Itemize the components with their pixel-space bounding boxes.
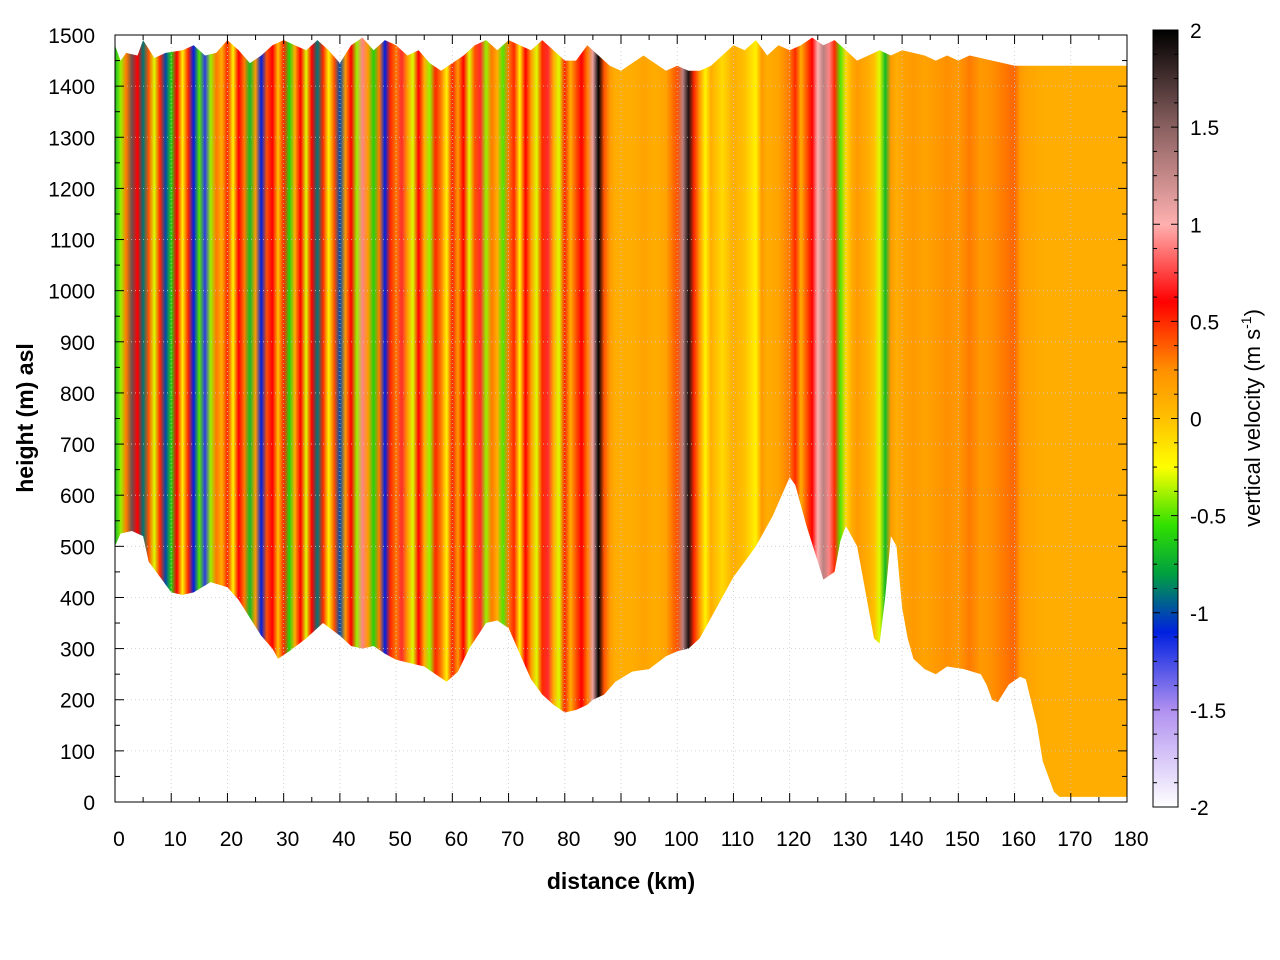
x-tick-label: 110 [721,828,754,851]
x-tick-label: 0 [113,828,125,851]
y-tick-label: 1000 [48,281,95,304]
colorbar-tick-label: -1.5 [1190,700,1226,723]
x-tick-label: 180 [1113,828,1148,851]
colorbar-tick-label: 1.5 [1190,117,1219,140]
colorbar: -2 -1.5 -1 -0.5 0 0.5 1 1.5 2 [1152,20,1226,820]
x-tick-label: 50 [388,828,411,851]
colorbar-tick-label: 0 [1190,409,1202,432]
x-tick-label: 160 [1001,828,1036,851]
x-tick-label: 70 [501,828,524,851]
colorbar-tick-label: -2 [1190,797,1209,820]
velocity-field [115,37,1127,797]
x-axis-title: distance (km) [547,868,695,894]
y-tick-label: 1100 [50,230,95,253]
y-tick-label: 500 [60,536,95,559]
colorbar-tick-label: 2 [1190,20,1202,43]
x-tick-label: 40 [332,828,355,851]
y-tick-label: 400 [60,587,95,610]
x-tick-label: 170 [1057,828,1092,851]
colorbar-title-main: vertical velocity (m s [1240,329,1265,527]
y-tick-label: 1300 [48,127,95,150]
y-tick-label: 1400 [48,76,95,99]
y-tick-label: 0 [83,792,95,815]
x-tick-label: 120 [776,828,811,851]
y-tick-label: 800 [60,383,95,406]
y-tick-label: 1200 [48,178,95,201]
y-tick-label: 300 [60,639,95,662]
x-tick-label: 140 [889,828,924,851]
grid [115,35,1127,802]
y-axis: 0 100 200 300 400 500 600 700 800 900 1000 1100 1200… [48,25,1127,815]
y-axis-title: height (m) asl [12,343,38,493]
x-tick-label: 80 [557,828,580,851]
plot-area [115,37,1127,797]
x-axis: 0 10 20 30 40 50 60 70 80 90 100 110 120 130 140 150 160… [113,35,1149,851]
y-tick-label: 200 [60,690,95,713]
y-tick-label: 700 [60,434,95,457]
colorbar-tick-label: 1 [1190,214,1202,237]
x-tick-label: 20 [220,828,243,851]
colorbar-title: vertical velocity (m s-1) [1238,309,1265,527]
colorbar-tick-label: -1 [1190,603,1209,626]
colorbar-tick-label: -0.5 [1190,506,1226,529]
colorbar-title-close: ) [1240,309,1265,316]
colorbar-tick-label: 0.5 [1190,311,1219,334]
x-tick-label: 130 [832,828,867,851]
y-tick-label: 100 [60,741,95,764]
x-tick-label: 150 [945,828,980,851]
colorbar-title-sup: -1 [1238,316,1254,329]
y-tick-label: 1500 [48,25,95,48]
x-tick-label: 100 [664,828,699,851]
y-tick-label: 600 [60,485,95,508]
x-tick-label: 30 [276,828,299,851]
y-tick-label: 900 [60,332,95,355]
x-tick-label: 60 [445,828,468,851]
x-tick-label: 10 [164,828,187,851]
x-tick-label: 90 [613,828,636,851]
